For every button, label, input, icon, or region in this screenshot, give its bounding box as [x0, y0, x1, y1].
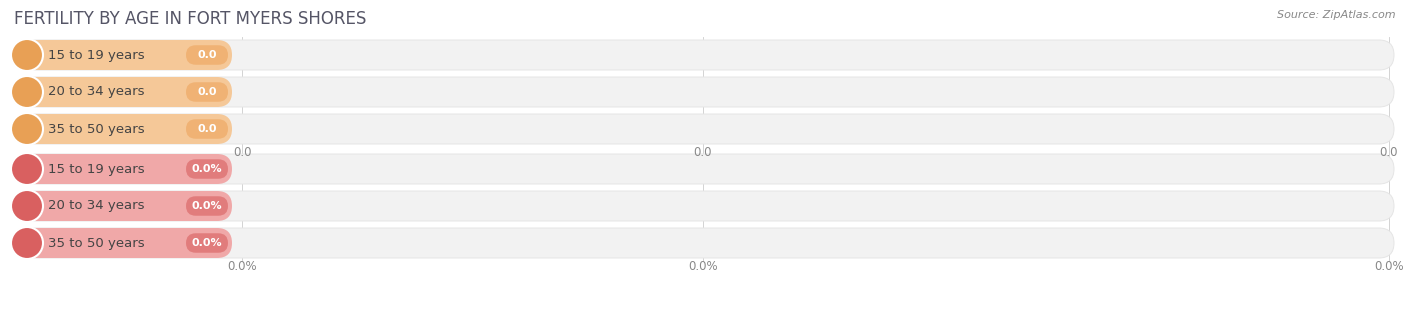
- FancyBboxPatch shape: [13, 114, 232, 144]
- Circle shape: [11, 153, 44, 185]
- Text: 35 to 50 years: 35 to 50 years: [48, 237, 145, 250]
- FancyBboxPatch shape: [186, 159, 228, 179]
- Circle shape: [11, 76, 44, 108]
- Circle shape: [11, 190, 44, 222]
- FancyBboxPatch shape: [13, 191, 1393, 221]
- FancyBboxPatch shape: [13, 77, 232, 107]
- Text: 0.0%: 0.0%: [688, 260, 718, 273]
- Text: 0.0: 0.0: [197, 124, 217, 134]
- Text: 35 to 50 years: 35 to 50 years: [48, 122, 145, 135]
- Circle shape: [11, 227, 44, 259]
- FancyBboxPatch shape: [186, 45, 228, 65]
- Text: 0.0%: 0.0%: [191, 164, 222, 174]
- FancyBboxPatch shape: [13, 154, 232, 184]
- Text: 0.0: 0.0: [1379, 147, 1398, 160]
- Text: Source: ZipAtlas.com: Source: ZipAtlas.com: [1278, 10, 1396, 20]
- Text: 0.0%: 0.0%: [1374, 260, 1403, 273]
- Text: 0.0%: 0.0%: [191, 238, 222, 248]
- FancyBboxPatch shape: [13, 77, 1393, 107]
- Text: 0.0: 0.0: [233, 147, 252, 160]
- FancyBboxPatch shape: [186, 82, 228, 102]
- FancyBboxPatch shape: [13, 228, 232, 258]
- Circle shape: [11, 113, 44, 145]
- Text: 0.0%: 0.0%: [191, 201, 222, 211]
- Text: 0.0: 0.0: [197, 50, 217, 60]
- Text: 0.0: 0.0: [197, 87, 217, 97]
- FancyBboxPatch shape: [13, 154, 1393, 184]
- FancyBboxPatch shape: [13, 40, 1393, 70]
- Text: 20 to 34 years: 20 to 34 years: [48, 85, 145, 99]
- Text: FERTILITY BY AGE IN FORT MYERS SHORES: FERTILITY BY AGE IN FORT MYERS SHORES: [14, 10, 367, 28]
- FancyBboxPatch shape: [186, 196, 228, 216]
- Text: 15 to 19 years: 15 to 19 years: [48, 163, 145, 175]
- Text: 0.0: 0.0: [693, 147, 713, 160]
- Text: 0.0%: 0.0%: [228, 260, 257, 273]
- FancyBboxPatch shape: [186, 119, 228, 139]
- FancyBboxPatch shape: [13, 114, 1393, 144]
- FancyBboxPatch shape: [13, 191, 232, 221]
- Circle shape: [11, 39, 44, 71]
- Text: 20 to 34 years: 20 to 34 years: [48, 200, 145, 213]
- FancyBboxPatch shape: [13, 40, 232, 70]
- FancyBboxPatch shape: [186, 233, 228, 253]
- FancyBboxPatch shape: [13, 228, 1393, 258]
- Text: 15 to 19 years: 15 to 19 years: [48, 49, 145, 62]
